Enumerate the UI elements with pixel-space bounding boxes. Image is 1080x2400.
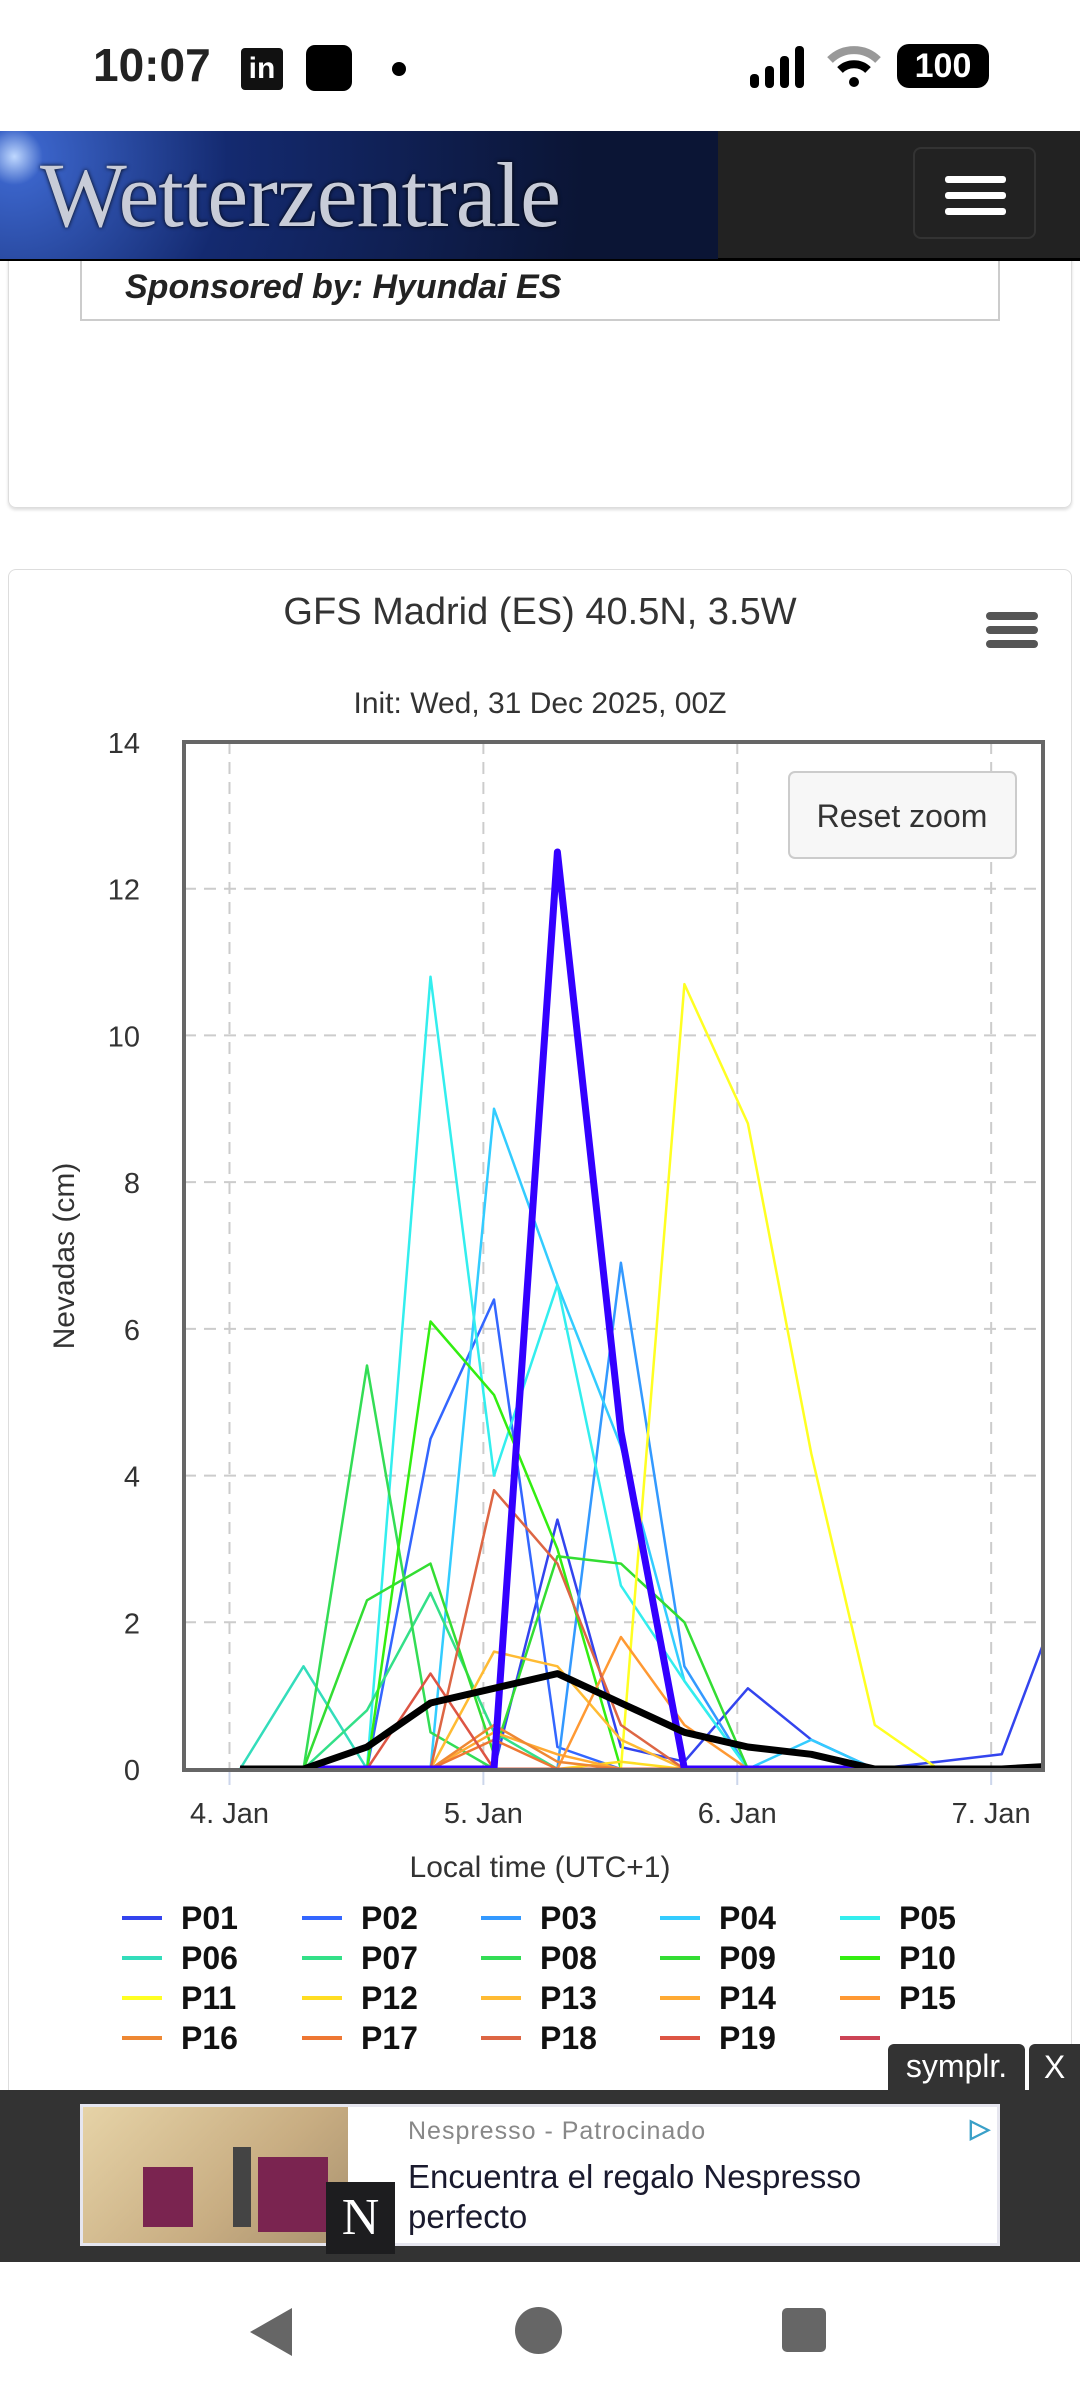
legend-line xyxy=(660,1916,700,1920)
legend-label: P09 xyxy=(719,1940,776,1976)
nespresso-logo: N xyxy=(326,2182,395,2254)
series-line-p04[interactable] xyxy=(240,1107,1065,1770)
legend-line xyxy=(840,1916,880,1920)
recents-icon[interactable] xyxy=(782,2308,826,2352)
adchoices-icon[interactable]: ▷ xyxy=(970,2113,990,2143)
legend-label: P18 xyxy=(540,2020,597,2056)
legend-label: P02 xyxy=(361,1900,418,1936)
legend-line xyxy=(302,1996,342,2000)
clock: 10:07 xyxy=(93,39,211,91)
reset-zoom-button[interactable]: Reset zoom xyxy=(788,771,1017,859)
legend-label: P01 xyxy=(181,1900,238,1936)
legend-line xyxy=(481,1916,521,1920)
legend-label: P04 xyxy=(719,1900,776,1936)
snowfall-chart[interactable]: GFS Madrid (ES) 40.5N, 3.5W Init: Wed, 3… xyxy=(0,569,1080,2089)
series-line-p11[interactable] xyxy=(240,982,1065,1770)
x-tick-label: 7. Jan xyxy=(952,1798,1031,1830)
legend-line xyxy=(481,2036,521,2040)
legend-label: P17 xyxy=(361,2020,418,2056)
wifi-icon xyxy=(827,46,881,87)
reset-zoom-label: Reset zoom xyxy=(817,798,988,834)
legend-line xyxy=(481,1996,521,2000)
legend-label: P11 xyxy=(181,1980,237,2016)
legend-label: P15 xyxy=(899,1980,956,2016)
y-tick-label: 8 xyxy=(124,1168,140,1200)
chart-title: GFS Madrid (ES) 40.5N, 3.5W xyxy=(283,591,796,633)
home-icon[interactable] xyxy=(515,2307,562,2354)
y-tick-label: 0 xyxy=(124,1755,140,1787)
signal-icon xyxy=(750,46,804,88)
legend-label: P19 xyxy=(719,2020,776,2056)
legend-label: P12 xyxy=(361,1980,418,2016)
legend-line xyxy=(122,2036,162,2040)
site-logo[interactable]: Wetterzentrale xyxy=(0,131,718,259)
legend-line xyxy=(660,1956,700,1960)
legend-line xyxy=(481,1956,521,1960)
series-line-p18[interactable] xyxy=(240,1488,1065,1770)
ad-source: Nespresso - Patrocinado xyxy=(408,2117,707,2145)
x-axis-title: Local time (UTC+1) xyxy=(410,1851,671,1884)
legend-line xyxy=(840,2036,880,2040)
series-line-p01[interactable] xyxy=(240,1518,1065,1770)
series-line-p03[interactable] xyxy=(240,1261,1065,1770)
legend-line xyxy=(122,1956,162,1960)
legend-label: P07 xyxy=(361,1940,418,1976)
sponsor-text: Sponsored by: Hyundai ES xyxy=(125,268,562,306)
ad-banner: N Nespresso - Patrocinado Encuentra el r… xyxy=(0,2090,1080,2262)
legend-label: P06 xyxy=(181,1940,238,1976)
legend-line xyxy=(302,1916,342,1920)
legend-line xyxy=(302,2036,342,2040)
legend-label: P08 xyxy=(540,1940,597,1976)
plot-border xyxy=(182,740,1045,1772)
ad-product-image xyxy=(83,2107,348,2243)
legend-line xyxy=(660,2036,700,2040)
legend-line xyxy=(660,1996,700,2000)
y-tick-label: 14 xyxy=(108,728,140,760)
ad-close-button[interactable]: X xyxy=(1029,2044,1080,2090)
menu-button[interactable] xyxy=(913,147,1036,239)
linkedin-icon: in xyxy=(241,48,283,90)
app-notification-icon xyxy=(306,45,352,91)
x-tick-label: 6. Jan xyxy=(698,1798,777,1830)
legend-line xyxy=(122,1916,162,1920)
x-tick-label: 5. Jan xyxy=(444,1798,523,1830)
legend-label: P03 xyxy=(540,1900,597,1936)
legend-line xyxy=(302,1956,342,1960)
legend-label: P13 xyxy=(540,1980,597,2016)
y-tick-label: 2 xyxy=(124,1608,140,1640)
ad-card[interactable]: N Nespresso - Patrocinado Encuentra el r… xyxy=(80,2104,1000,2254)
status-bar: 10:07 in 100 xyxy=(0,0,1080,130)
battery-icon: 100 xyxy=(897,44,989,88)
ad-title[interactable]: Encuentra el regalo Nespresso perfecto xyxy=(408,2158,862,2235)
legend-line xyxy=(840,1956,880,1960)
legend-label: P14 xyxy=(719,1980,776,2016)
y-tick-label: 10 xyxy=(108,1021,140,1053)
more-notifications-icon xyxy=(392,62,406,76)
legend-label: P10 xyxy=(899,1940,956,1976)
y-tick-label: 4 xyxy=(124,1462,140,1494)
chart-subtitle: Init: Wed, 31 Dec 2025, 00Z xyxy=(354,687,727,720)
y-tick-label: 6 xyxy=(124,1315,140,1347)
hamburger-icon[interactable] xyxy=(986,612,1038,648)
back-icon[interactable] xyxy=(250,2308,292,2356)
x-tick-label: 4. Jan xyxy=(190,1798,269,1830)
legend-line xyxy=(840,1996,880,2000)
legend-line xyxy=(122,1996,162,2000)
site-header: Wetterzentrale xyxy=(0,131,1080,261)
legend-label: P16 xyxy=(181,2020,238,2056)
symplr-badge[interactable]: symplr. xyxy=(888,2044,1025,2090)
y-tick-label: 12 xyxy=(108,875,140,907)
legend-label: P05 xyxy=(899,1900,956,1936)
y-axis-title: Nevadas (cm) xyxy=(48,1163,81,1350)
